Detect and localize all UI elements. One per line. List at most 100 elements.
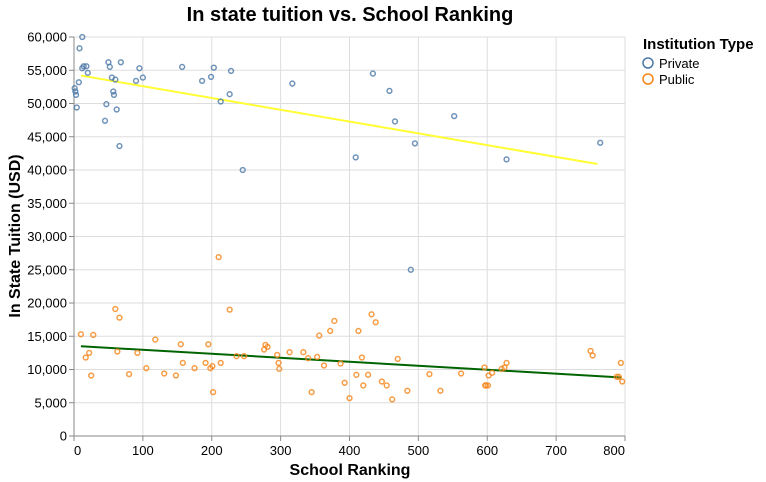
trend-lines <box>80 74 622 379</box>
private-point <box>451 112 458 120</box>
private-point <box>227 67 235 75</box>
private-point <box>80 63 87 70</box>
private-point <box>217 98 224 105</box>
y-tick-label: 50,000 <box>27 96 67 111</box>
public-point <box>276 365 283 372</box>
y-tick-label: 5,000 <box>34 395 67 410</box>
public-point <box>86 349 93 357</box>
x-tick-label: 500 <box>408 443 430 458</box>
private-point <box>101 117 109 124</box>
public-point <box>125 371 133 378</box>
y-tick-label: 15,000 <box>27 329 67 344</box>
public-point <box>116 314 123 321</box>
legend-public-label: Public <box>659 72 695 87</box>
y-tick-label: 35,000 <box>27 196 67 211</box>
public-point <box>364 371 372 378</box>
private-point <box>83 63 90 70</box>
axes: 0 5,000 10,000 15,000 20,000 25,000 30,000 35,0… <box>27 30 626 458</box>
public-point <box>112 305 119 313</box>
public-series <box>77 253 626 403</box>
public-point <box>394 355 401 363</box>
public-point <box>619 378 626 385</box>
public-point <box>209 363 216 370</box>
public-point <box>143 365 150 372</box>
public-point <box>88 372 95 379</box>
private-point <box>113 106 120 113</box>
private-point <box>411 140 419 147</box>
public-point <box>161 370 168 377</box>
public-point <box>205 341 212 348</box>
public-point <box>202 359 209 367</box>
private-point <box>226 91 233 98</box>
public-point <box>226 306 233 313</box>
private-point <box>139 74 147 81</box>
public-point <box>360 382 367 389</box>
public-point <box>615 373 622 380</box>
public-point <box>217 359 224 367</box>
private-point <box>210 64 217 71</box>
public-point <box>404 387 411 394</box>
public-point <box>481 364 488 371</box>
public-point <box>341 379 348 386</box>
private-point <box>352 154 359 161</box>
public-point <box>358 354 366 361</box>
public-trend-line <box>80 345 622 379</box>
public-point <box>82 354 89 361</box>
private-point <box>386 87 393 95</box>
public-point <box>488 369 496 376</box>
public-point <box>240 353 248 360</box>
y-tick-label: 55,000 <box>27 63 67 78</box>
public-point <box>275 359 282 367</box>
data-points <box>71 33 626 403</box>
legend-private-symbol <box>642 57 654 69</box>
x-tick-label: 0 <box>74 443 81 458</box>
public-point <box>589 352 596 359</box>
x-axis-title: School Ranking <box>290 462 411 479</box>
y-tick-label: 30,000 <box>27 229 67 244</box>
public-point <box>215 253 222 261</box>
public-point <box>617 359 625 367</box>
private-point <box>73 104 80 111</box>
x-tick-label: 700 <box>545 443 567 458</box>
public-point <box>300 349 307 356</box>
chart-title: In state tuition vs. School Ranking <box>187 4 514 26</box>
legend-public-symbol <box>642 73 654 85</box>
public-point <box>114 348 121 355</box>
public-point <box>152 336 159 343</box>
private-point <box>110 88 117 95</box>
public-point <box>331 317 338 325</box>
public-point <box>274 351 281 359</box>
x-tick-label: 800 <box>603 443 625 458</box>
public-point <box>90 331 97 339</box>
public-point <box>503 359 510 367</box>
public-point <box>378 378 386 385</box>
private-point <box>289 80 296 87</box>
public-point <box>346 394 353 402</box>
public-point <box>209 388 217 396</box>
x-tick-label: 200 <box>201 443 223 458</box>
private-trend-line <box>80 74 598 166</box>
public-point <box>426 371 433 378</box>
y-axis-title: In State Tuition (USD) <box>7 154 24 317</box>
public-point <box>308 388 315 396</box>
public-point <box>177 341 184 348</box>
public-point <box>264 343 271 351</box>
private-point <box>76 45 83 52</box>
public-point <box>172 372 180 379</box>
legend: Institution Type Private Public <box>642 36 754 87</box>
private-point <box>72 91 80 99</box>
private-point <box>110 91 118 99</box>
public-point <box>383 382 390 389</box>
public-point <box>305 355 312 362</box>
public-point <box>613 373 620 380</box>
private-point <box>178 63 186 71</box>
x-tick-label: 100 <box>132 443 154 458</box>
private-point <box>239 166 246 174</box>
private-point <box>391 118 399 125</box>
private-point <box>72 88 79 95</box>
public-point <box>77 331 85 338</box>
private-point <box>75 79 82 86</box>
public-point <box>327 327 334 335</box>
private-point <box>198 77 206 85</box>
y-tick-label: 25,000 <box>27 262 67 277</box>
